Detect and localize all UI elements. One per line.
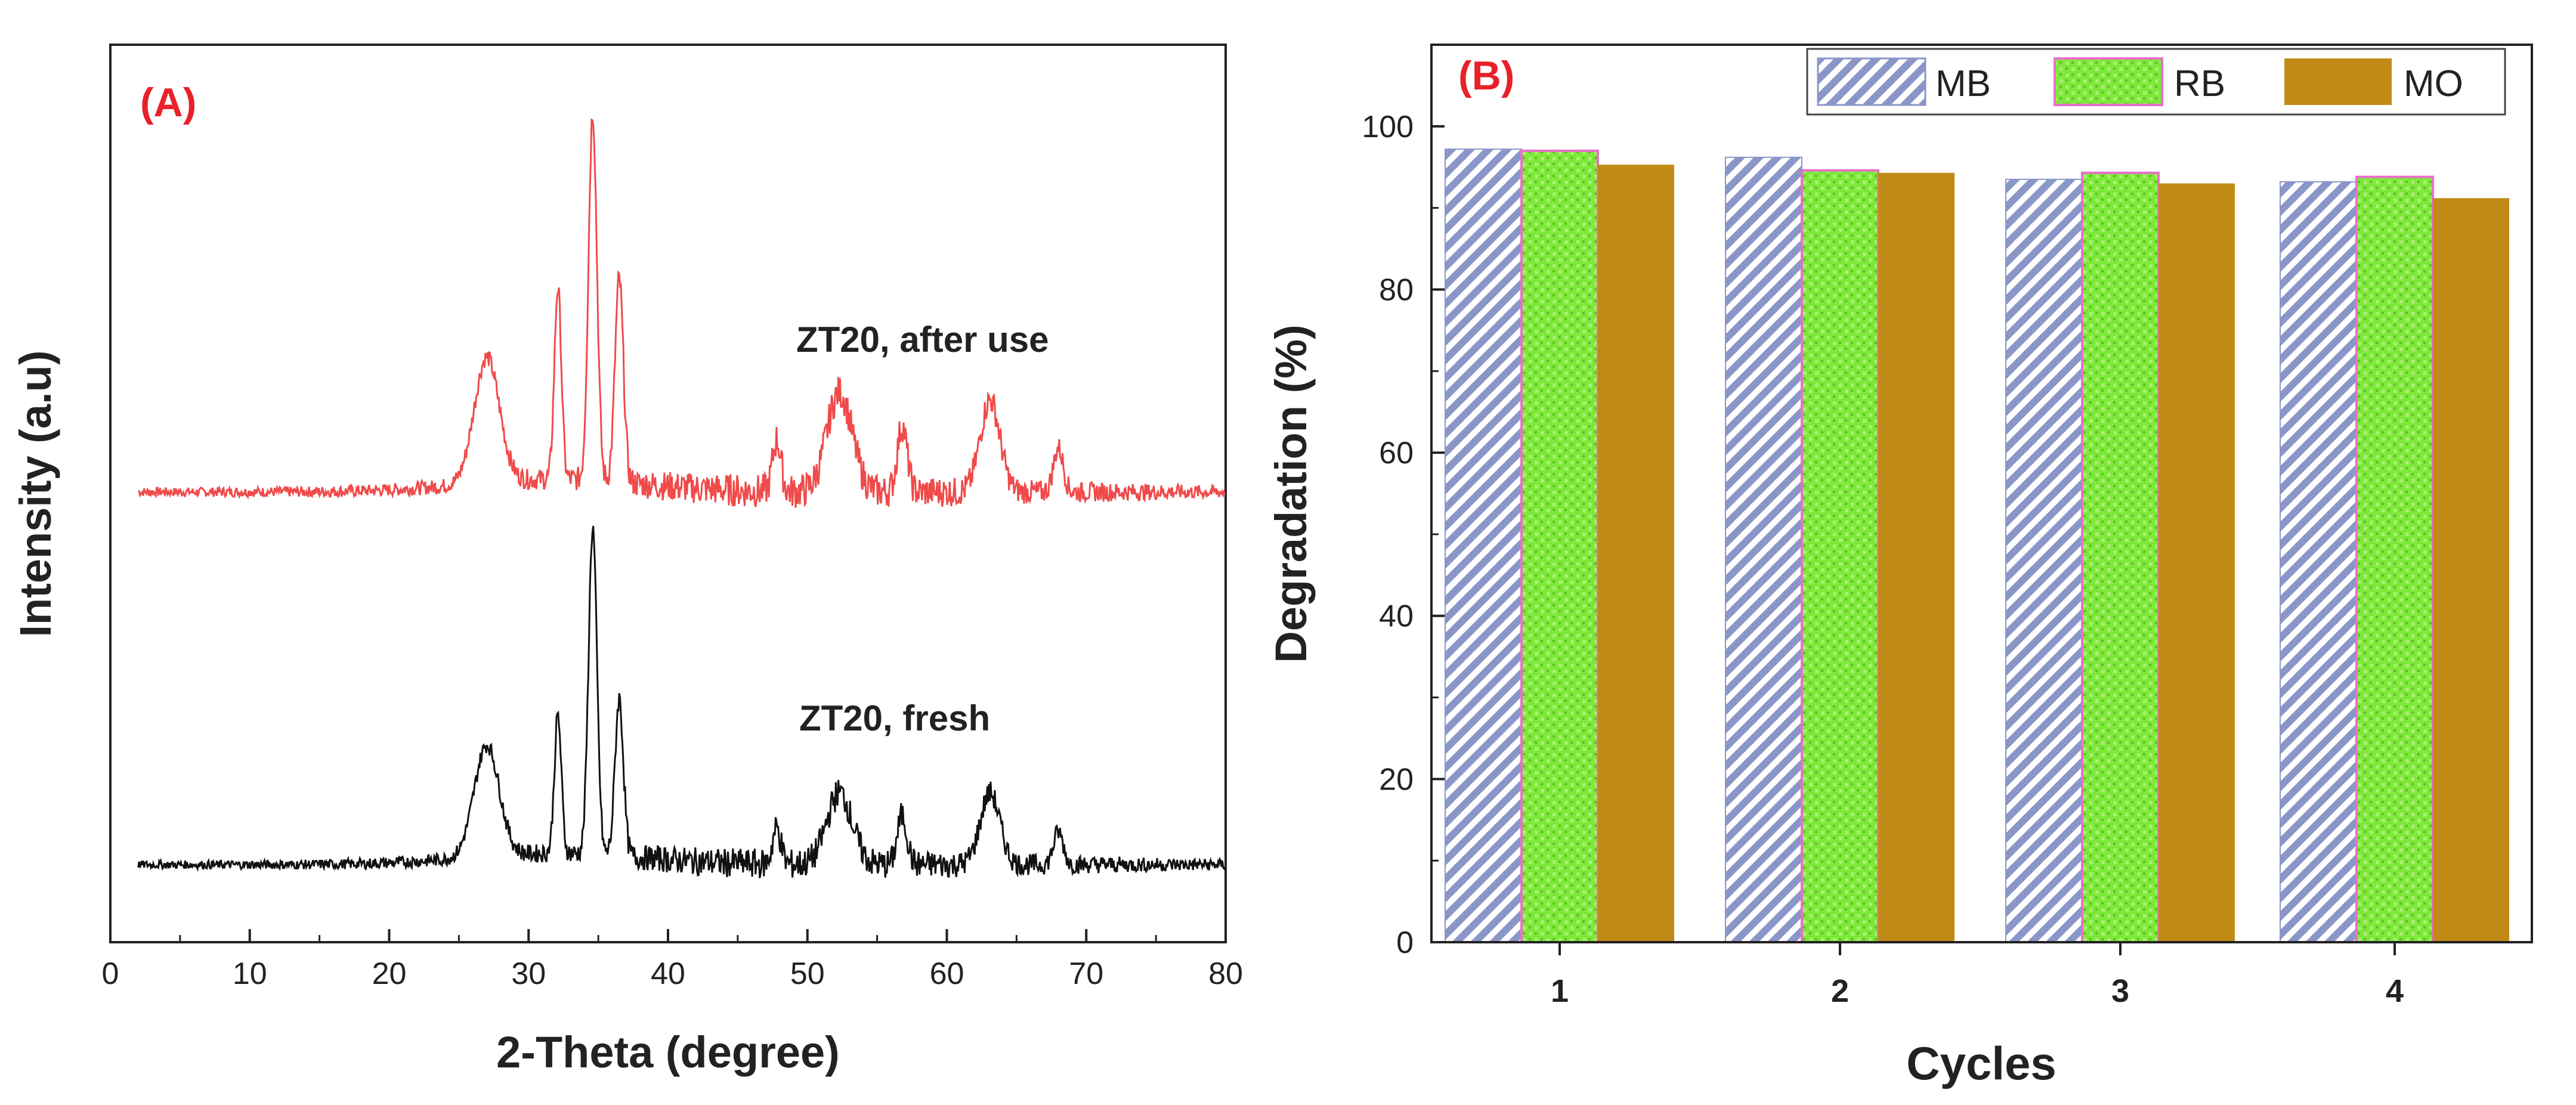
bar-rb-cycle-2 [1801,169,1879,944]
panel-b-y-tick-label: 20 [1379,762,1414,797]
panel-b-bars [1445,148,2509,944]
panel-a: (A) 0 10 20 30 40 50 60 70 80 ZT20, after use ZT… [11,44,1243,1077]
panel-a-annotation-fresh: ZT20, fresh [799,698,990,738]
panel-b-y-ticks: 0 20 40 60 80 100 [1362,110,1445,960]
bar-mo-cycle-1 [1598,165,1674,942]
panel-b-x-axis-label: Cycles [1906,1037,2057,1089]
panel-a-x-axis-label: 2-Theta (degree) [496,1027,840,1077]
panel-b-y-tick-label: 80 [1379,273,1414,307]
panel-a-series-line-0 [137,118,1226,508]
bar-mb-cycle-3 [2005,178,2083,943]
panel-b-y-tick-label: 0 [1396,926,1414,960]
bar-rb-cycle-4 [2355,175,2434,943]
panel-a-x-tick-label: 20 [372,957,407,991]
panel-b-y-axis-label: Degradation (%) [1266,324,1316,663]
bar-mo-cycle-4 [2433,198,2509,943]
legend-swatch-mo [2284,58,2392,105]
bar-mb-cycle-2 [1725,156,1802,943]
panel-b-y-tick-label: 60 [1379,436,1414,471]
panel-b-x-tick-label: 4 [2386,973,2404,1009]
panel-a-label: (A) [140,80,196,125]
panel-a-x-tick-label: 80 [1208,957,1243,991]
panel-b-legend: MB RB MO [1806,48,2506,116]
panel-a-series-line-1 [137,525,1226,878]
panel-a-y-axis-label: Intensity (a.u) [11,350,60,637]
legend-swatch-mb [1817,57,1926,106]
panel-a-series [137,118,1226,878]
legend-label-rb: RB [2174,63,2225,104]
bar-mo-cycle-2 [1878,172,1955,942]
panel-a-x-tick-label: 40 [651,957,685,991]
panel-a-x-ticks: 0 10 20 30 40 50 60 70 80 [102,929,1243,991]
legend-swatch-rb [2054,57,2163,106]
panel-b-label: (B) [1458,53,1514,98]
panel-b-x-tick-label: 2 [1831,973,1849,1009]
bar-rb-cycle-3 [2081,171,2160,943]
panel-a-x-tick-label: 10 [233,957,267,991]
panel-a-annotation-after-use: ZT20, after use [796,320,1049,360]
panel-a-x-tick-label: 70 [1069,957,1103,991]
panel-b-y-tick-label: 40 [1379,599,1414,634]
bar-mb-cycle-4 [2280,181,2357,943]
panel-a-x-tick-label: 30 [511,957,546,991]
panel-b-plot-frame [1430,44,2533,943]
panel-a-x-tick-label: 0 [102,957,119,991]
panel-b-x-tick-label: 1 [1551,973,1569,1009]
bar-rb-cycle-1 [1520,149,1599,943]
bar-mo-cycle-3 [2158,183,2235,942]
panel-b-y-tick-label: 100 [1362,110,1414,144]
legend-label-mb: MB [1935,63,1991,104]
panel-b-x-tick-label: 3 [2111,973,2129,1009]
panel-b-x-ticks: 1 2 3 4 [1551,942,2404,1009]
panel-b: (B) 0 20 40 60 80 100 1 2 3 4 Cycles Degradation… [1266,44,2533,1089]
panel-a-x-tick-label: 60 [930,957,964,991]
legend-label-mo: MO [2404,63,2463,104]
bar-mb-cycle-1 [1445,148,1522,943]
panel-a-x-tick-label: 50 [790,957,825,991]
